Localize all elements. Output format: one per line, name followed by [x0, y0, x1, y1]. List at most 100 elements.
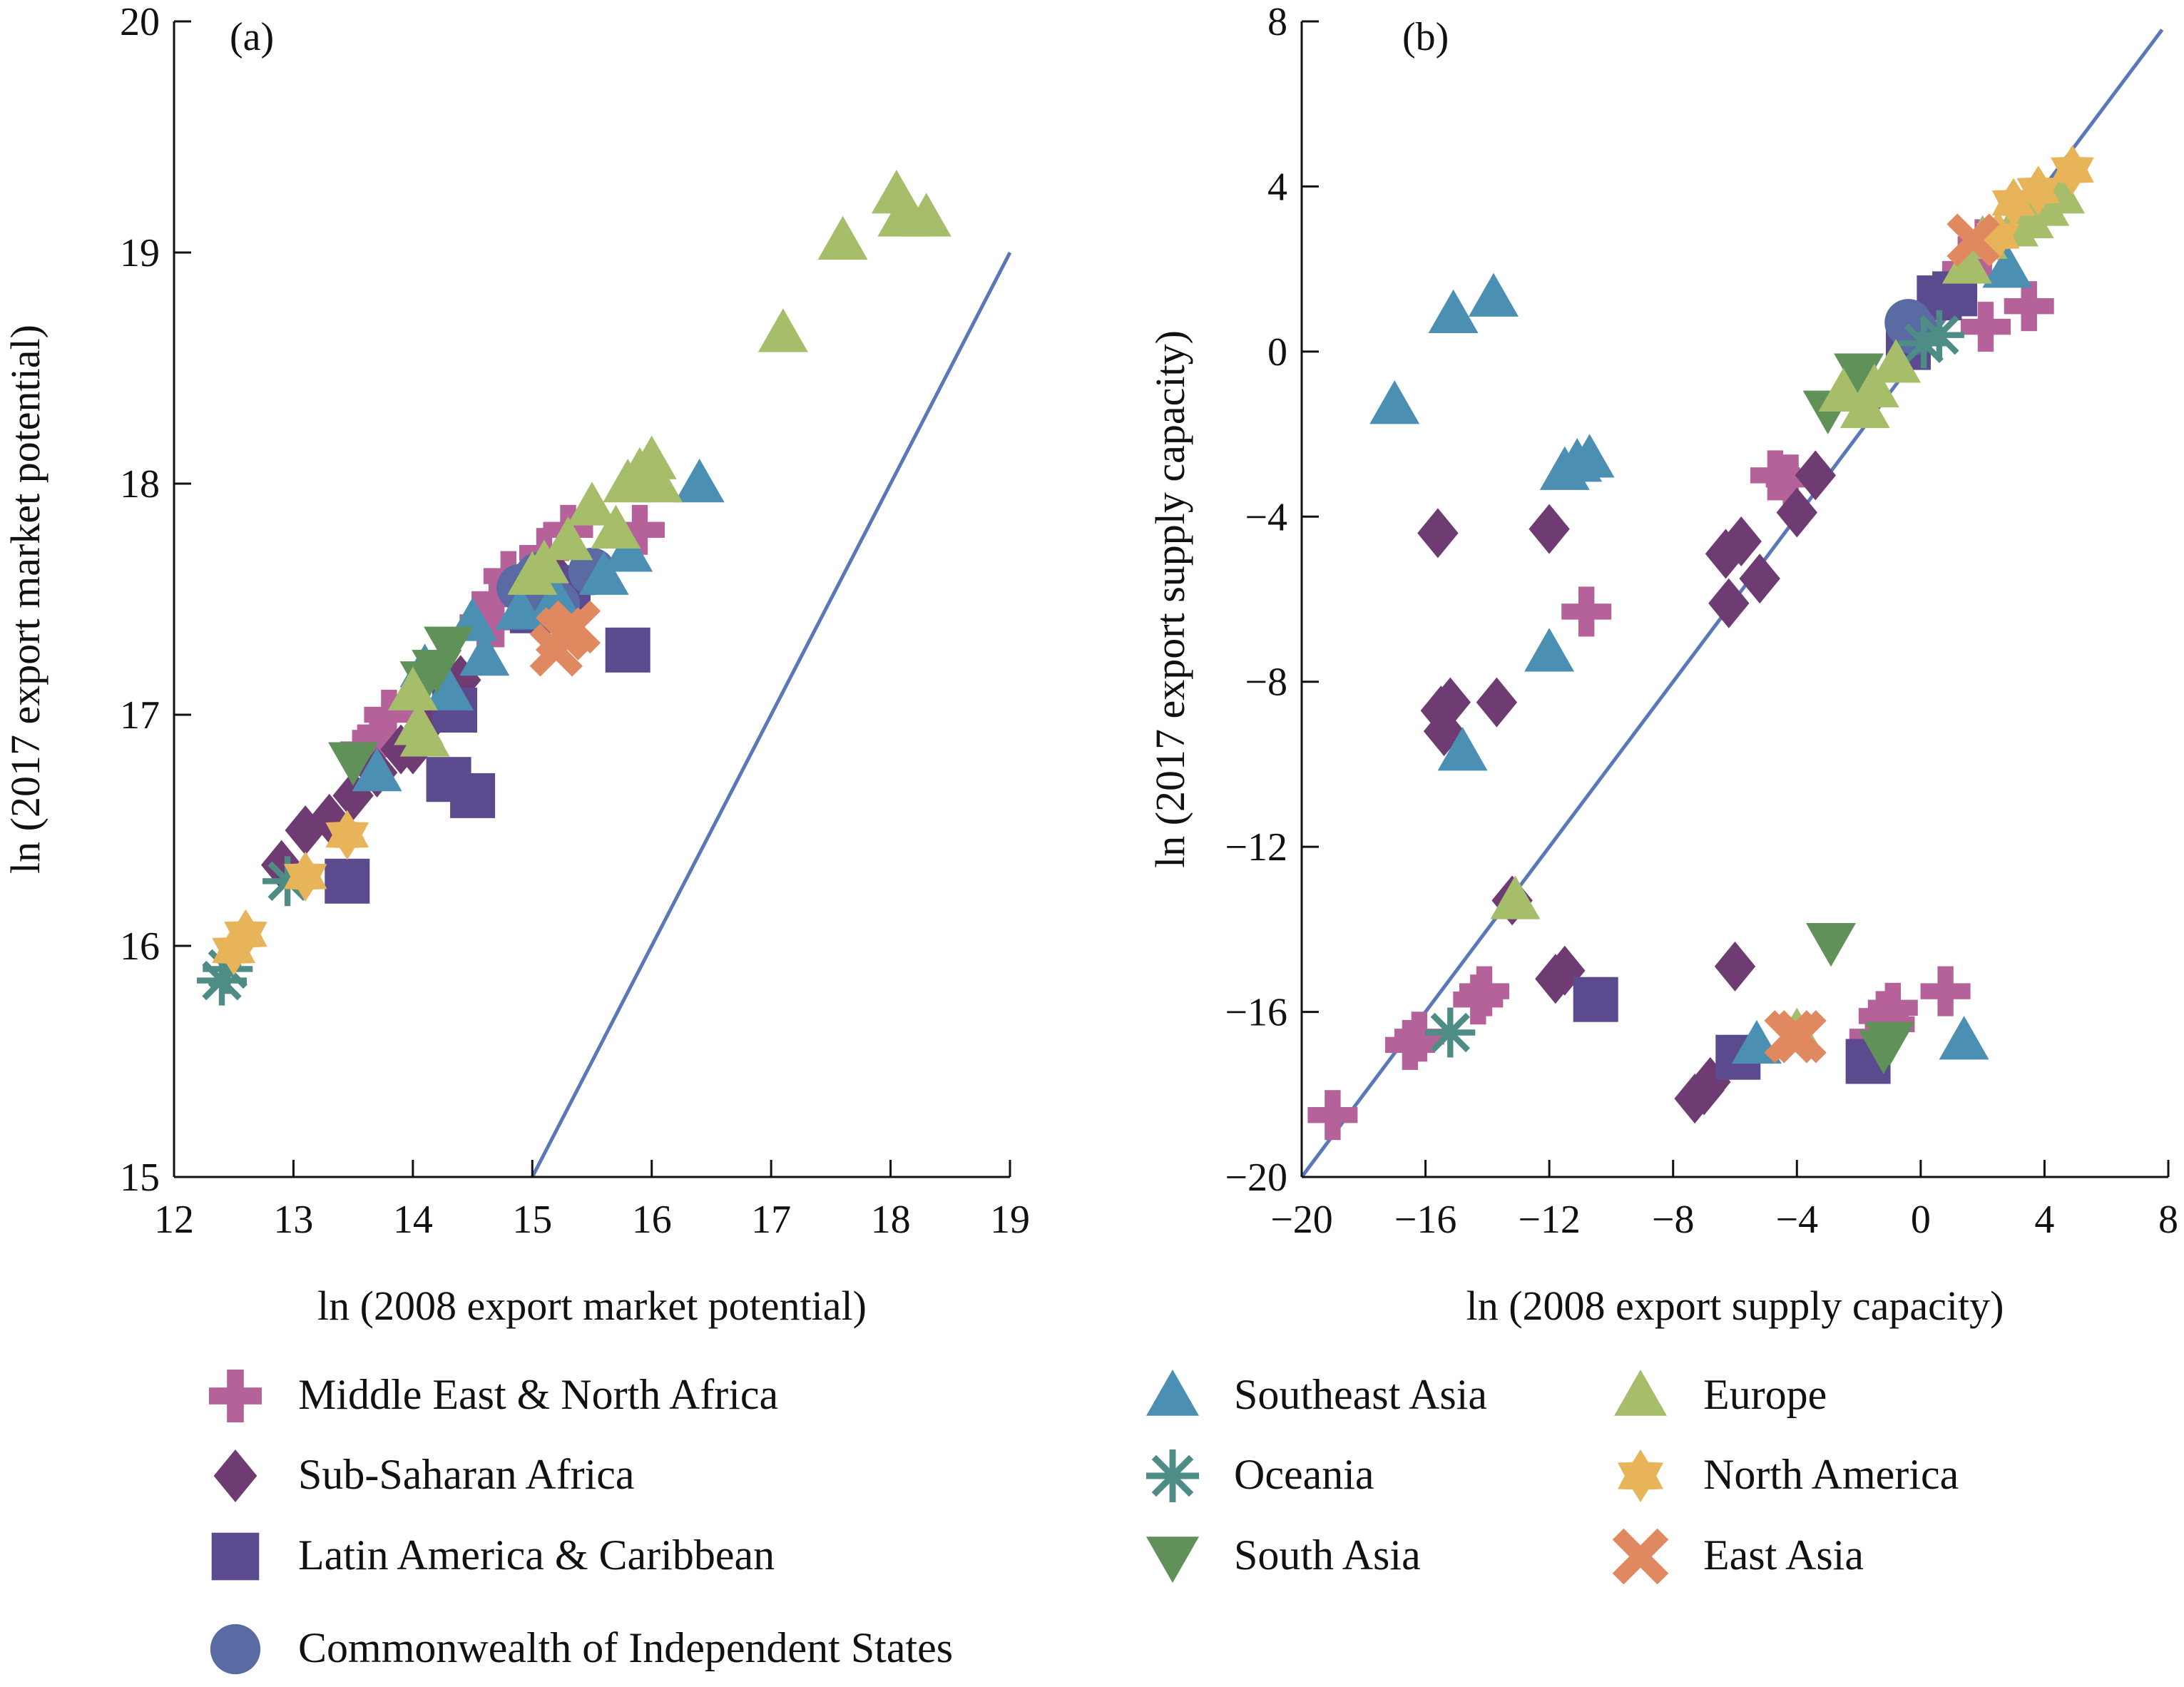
y-tick-label: 18: [120, 462, 160, 506]
legend-marker: [1146, 1370, 1199, 1416]
data-point: [1739, 554, 1780, 604]
legend-item-southeast-asia: Southeast Asia: [1146, 1370, 1487, 1418]
x-tick-label: 19: [990, 1198, 1030, 1242]
data-point: [440, 655, 481, 705]
x-tick-label: 16: [632, 1198, 672, 1242]
series-north-america: [212, 810, 369, 976]
data-point: [1524, 628, 1575, 672]
data-point: [450, 773, 496, 818]
y-tick-label: −20: [1225, 1156, 1287, 1200]
reference-line: [531, 251, 1012, 1178]
legend-marker: [1614, 1370, 1667, 1416]
data-point: [1773, 1010, 1827, 1064]
y-axis-title: ln (2017 export supply capacity): [1147, 330, 1193, 868]
data-point: [495, 586, 546, 630]
data-point: [1561, 586, 1612, 637]
x-tick-label: 15: [512, 1198, 552, 1242]
y-axis-title: ln (2017 export market potential): [2, 325, 49, 874]
data-point: [325, 810, 369, 860]
series-europe: [387, 170, 951, 757]
data-point: [2051, 145, 2094, 195]
data-point: [1490, 875, 1541, 919]
data-point: [285, 805, 326, 855]
data-point: [1428, 289, 1479, 334]
y-tick-label: 8: [1267, 0, 1287, 44]
y-tick-label: 4: [1267, 165, 1287, 209]
data-point: [1417, 508, 1459, 559]
data-point: [1384, 1019, 1435, 1070]
data-point: [633, 459, 683, 503]
data-point: [1529, 504, 1570, 554]
y-tick-label: 20: [120, 0, 160, 44]
x-tick-label: 8: [2158, 1198, 2178, 1242]
data-point: [1564, 434, 1615, 478]
data-point: [1849, 363, 1899, 408]
y-tick-label: 19: [120, 231, 160, 275]
legend-item-east-asia: East Asia: [1612, 1528, 1864, 1585]
data-point: [459, 632, 510, 676]
series-latin-america-and-caribbean: [1573, 271, 1978, 1084]
data-point: [605, 627, 650, 673]
x-tick-label: −12: [1518, 1198, 1581, 1242]
legend: Middle East & North Africa Sub-Saharan Af…: [209, 1370, 1959, 1675]
y-tick-label: −12: [1225, 825, 1287, 870]
panel-label: (a): [230, 15, 274, 59]
legend-label: Sub-Saharan Africa: [298, 1451, 635, 1498]
data-point: [2016, 165, 2061, 216]
series-east-asia: [1764, 213, 2000, 1064]
data-point: [1714, 941, 1756, 992]
legend-marker: [1612, 1528, 1669, 1585]
data-point: [224, 909, 267, 959]
y-tick-label: −4: [1245, 495, 1287, 539]
data-point: [626, 435, 677, 479]
legend-item-south-asia: South Asia: [1146, 1531, 1421, 1583]
y-tick-label: 15: [120, 1156, 160, 1200]
data-point: [1369, 380, 1420, 424]
data-point: [817, 215, 868, 260]
data-point: [1437, 727, 1488, 771]
x-tick-label: 4: [2034, 1198, 2054, 1242]
y-tick-label: 17: [120, 693, 160, 738]
y-tick-label: −16: [1225, 991, 1287, 1035]
x-tick-label: −20: [1270, 1198, 1333, 1242]
legend-label: Southeast Asia: [1234, 1371, 1487, 1418]
x-tick-label: −4: [1775, 1198, 1818, 1242]
data-point: [1476, 677, 1518, 728]
data-point: [1834, 353, 1884, 397]
data-point: [535, 607, 589, 661]
legend-label: Commonwealth of Independent States: [298, 1624, 953, 1671]
legend-marker: [1618, 1449, 1663, 1502]
data-point: [325, 858, 370, 904]
legend-item-oceania: Oceania: [1146, 1449, 1374, 1502]
data-point: [2004, 281, 2054, 332]
data-point: [543, 516, 593, 561]
data-point: [1459, 966, 1509, 1016]
legend-item-commonwealth-of-independent-states: Commonwealth of Independent States: [210, 1624, 953, 1675]
x-tick-label: 12: [154, 1198, 194, 1242]
data-point: [1941, 240, 1992, 284]
y-tick-label: 0: [1267, 330, 1287, 374]
x-tick-label: 0: [1911, 1198, 1931, 1242]
data-point: [424, 666, 474, 710]
x-axis-title: ln (2008 export market potential): [317, 1283, 867, 1329]
panel-b: −20 −16 −12 −8 −4 0 4 8 −20 −16 −12 −8 −4 0 4 8 ln (2008…: [1147, 0, 2178, 1329]
legend-item-europe: Europe: [1614, 1370, 1827, 1418]
data-point: [1982, 244, 2033, 288]
series-southeast-asia: [1369, 244, 2033, 1064]
legend-item-latin-america-and-caribbean: Latin America & Caribbean: [211, 1531, 775, 1581]
data-point: [519, 539, 569, 583]
legend-marker: [209, 1370, 262, 1422]
data-point: [1425, 1007, 1476, 1058]
x-tick-label: −16: [1394, 1198, 1457, 1242]
data-point: [1920, 966, 1971, 1016]
data-point: [1871, 339, 1922, 383]
data-point: [1708, 578, 1750, 628]
x-tick-label: 13: [273, 1198, 313, 1242]
legend-label: Middle East & North Africa: [298, 1371, 778, 1418]
legend-marker: [1146, 1536, 1199, 1583]
legend-marker: [1146, 1449, 1199, 1502]
data-point: [424, 626, 474, 671]
data-point: [283, 851, 327, 902]
x-tick-label: 17: [751, 1198, 791, 1242]
